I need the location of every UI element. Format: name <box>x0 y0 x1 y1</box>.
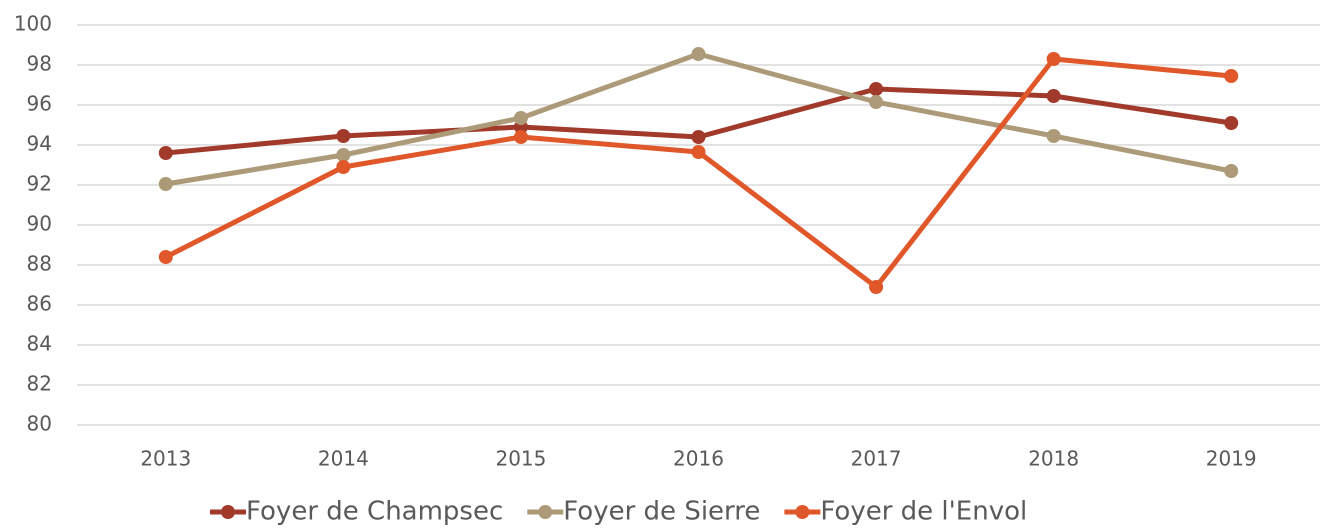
x-tick-label: 2016 <box>673 447 724 471</box>
point-marker <box>691 130 706 144</box>
legend-label: Foyer de Champsec <box>246 497 503 527</box>
series-line <box>165 51 1232 187</box>
legend-marker <box>795 505 810 519</box>
point-marker <box>513 130 528 144</box>
point-marker <box>1224 69 1239 83</box>
point-marker <box>1224 164 1239 178</box>
x-tick-label: 2013 <box>140 447 191 471</box>
point-marker <box>158 177 173 191</box>
point-marker <box>336 148 351 162</box>
y-tick-label: 88 <box>27 252 52 276</box>
point-marker <box>869 95 884 109</box>
y-tick-label: 82 <box>27 372 52 396</box>
point-marker <box>1046 89 1061 103</box>
point-marker <box>869 82 884 96</box>
y-tick-label: 92 <box>27 172 52 196</box>
point-marker <box>336 160 351 174</box>
point-marker <box>158 146 173 160</box>
point-marker <box>1224 116 1239 130</box>
y-tick-label: 80 <box>27 412 52 436</box>
x-tick-label: 2014 <box>318 447 369 471</box>
point-marker <box>513 111 528 125</box>
point-marker <box>1046 52 1061 66</box>
point-marker <box>691 47 706 61</box>
x-tick-label: 2015 <box>495 447 546 471</box>
legend-marker <box>538 505 553 519</box>
y-tick-label: 94 <box>27 132 52 156</box>
x-tick-label: 2017 <box>851 447 902 471</box>
legend-label: Foyer de Sierre <box>563 497 760 527</box>
point-marker <box>336 129 351 143</box>
y-tick-label: 86 <box>27 292 52 316</box>
y-tick-label: 90 <box>27 212 52 236</box>
x-tick-label: 2018 <box>1028 447 1079 471</box>
point-marker <box>1046 129 1061 143</box>
series-line <box>164 56 1232 290</box>
point-marker <box>869 280 884 294</box>
point-marker <box>691 145 706 159</box>
x-tick-label: 2019 <box>1206 447 1257 471</box>
y-tick-label: 100 <box>14 12 52 36</box>
legend-label: Foyer de l'Envol <box>820 497 1027 527</box>
point-marker <box>158 250 173 264</box>
legend-marker <box>221 505 235 519</box>
y-tick-label: 96 <box>27 92 52 116</box>
y-tick-label: 98 <box>27 52 52 76</box>
y-tick-label: 84 <box>27 332 52 356</box>
